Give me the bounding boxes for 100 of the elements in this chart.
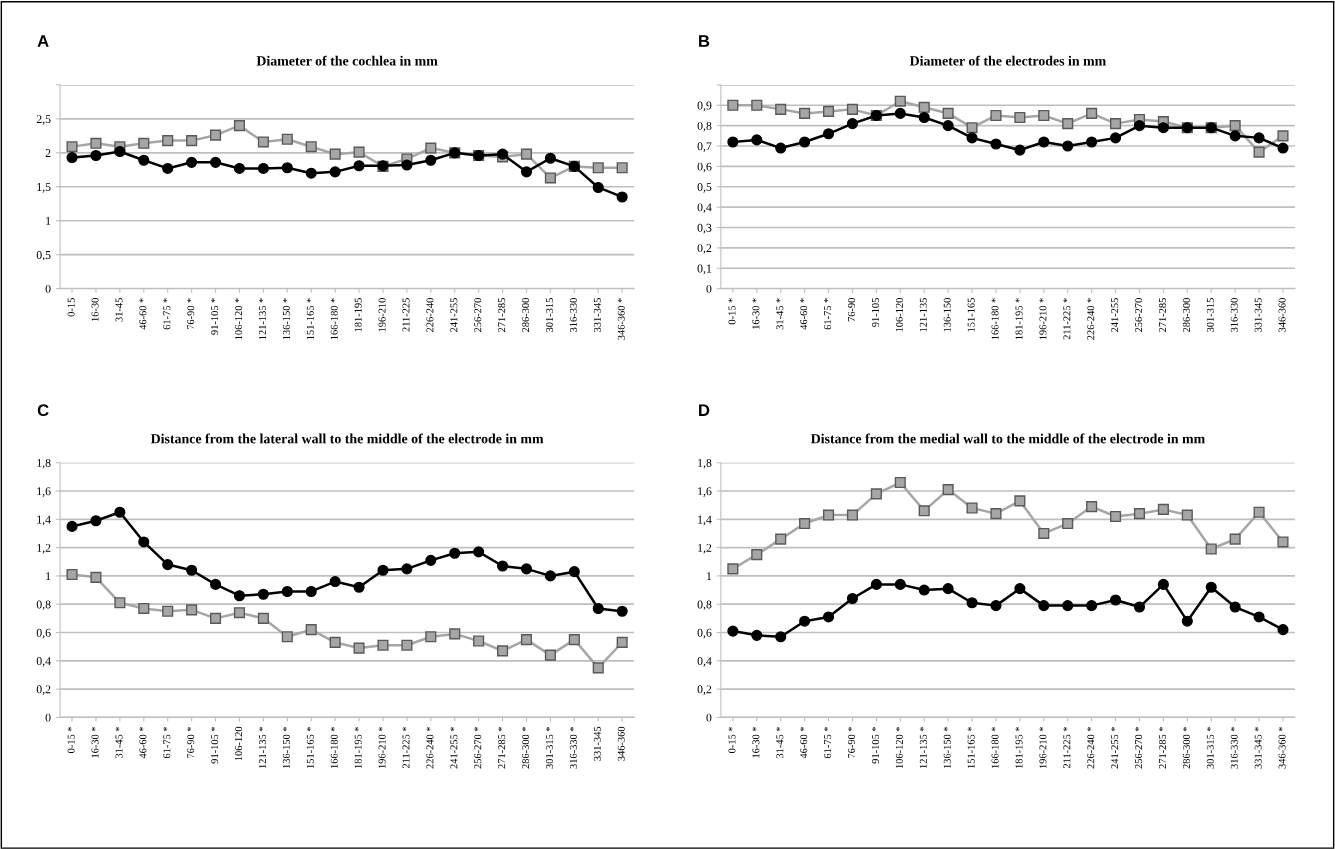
x-tick-label: 106-120	[895, 298, 903, 332]
x-tick-label: 181-195	[354, 298, 362, 332]
y-tick-label: 0,7	[697, 142, 712, 152]
y-tick-label: 0	[45, 713, 51, 722]
x-tick-label: 256-270	[1135, 298, 1143, 332]
x-tick-label: 121-135 *	[258, 298, 266, 340]
x-tick-label: 76-90 *	[848, 726, 856, 758]
x-tick-label: 76-90 *	[187, 298, 195, 330]
y-tick-label: 0	[706, 713, 712, 722]
x-tick-label: 76-90 *	[187, 726, 195, 758]
x-tick-label: 301-315	[545, 298, 554, 332]
x-tick-label: 16-30	[91, 298, 99, 322]
x-tick-label: 46-60 *	[800, 298, 808, 330]
y-tick-label: 1	[46, 572, 51, 580]
x-tick-label: 331-345	[593, 726, 601, 761]
x-tick-label: 196-210 *	[1039, 726, 1047, 769]
text: D	[699, 404, 710, 416]
x-tick-label: 331-345	[593, 298, 601, 332]
x-tick-label: 346-360	[1278, 298, 1286, 332]
x-tick-label: 256-270 *	[474, 726, 482, 769]
y-tick-label: 0,6	[697, 162, 712, 173]
x-tick-label: 0-15 *	[728, 726, 736, 753]
x-tick-label: 16-30 *	[91, 726, 99, 758]
x-tick-label: 301-315 *	[1206, 726, 1214, 769]
x-tick-label: 286-300 *	[1182, 726, 1190, 769]
x-tick-label: 0-15 *	[728, 298, 736, 325]
x-tick-label: 211-225 *	[402, 726, 410, 769]
x-tick-label: 61-75 *	[824, 298, 832, 330]
y-tick-label: 1,2	[37, 543, 51, 554]
x-tick-label: 196-210 *	[378, 726, 386, 769]
y-tick-label: 0,8	[697, 600, 712, 611]
y-tick-label: 0,3	[697, 223, 712, 234]
x-tick-label: 106-120 *	[895, 726, 903, 769]
x-tick-label: 286-300	[1182, 298, 1190, 332]
x-tick-label: 121-135 *	[258, 726, 266, 769]
text: A	[37, 35, 49, 47]
x-tick-label: 241-255 *	[450, 726, 458, 769]
chart-title: Diameter of the cochlea in mm	[256, 55, 438, 66]
y-tick-label: 1,8	[37, 458, 51, 469]
y-tick-label: 1,5	[37, 183, 51, 193]
y-tick-label: 0,4	[697, 657, 712, 667]
y-tick-label: 0,2	[697, 685, 712, 696]
x-tick-label: 0-15 *	[67, 726, 75, 753]
x-tick-label: 61-75 *	[163, 298, 171, 330]
x-tick-label: 166-180 *	[991, 298, 999, 340]
y-tick-label: 0,8	[697, 121, 712, 132]
x-tick-label: 286-300	[522, 298, 530, 332]
x-tick-label: 226-240 *	[1087, 726, 1095, 769]
x-tick-label: 271-285	[498, 298, 506, 332]
x-tick-label: 331-345	[1254, 298, 1262, 332]
y-tick-label: 0,6	[36, 628, 51, 639]
x-tick-label: 316-330 *	[1230, 726, 1238, 769]
y-tick-label: 2,5	[36, 115, 51, 125]
x-tick-label: 136-150	[943, 298, 951, 332]
x-tick-label: 271-285 *	[498, 726, 506, 769]
y-tick-label: 1,4	[698, 515, 712, 526]
x-tick-label: 151-165 *	[967, 726, 975, 769]
x-tick-label: 0-15	[67, 298, 75, 317]
x-tick-label: 211-225	[402, 298, 410, 332]
x-tick-label: 316-330 *	[569, 726, 577, 769]
x-tick-label: 106-120 *	[235, 298, 243, 340]
x-tick-label: 31-45	[115, 298, 123, 322]
chart-title: Diameter of the electrodes in mm	[909, 55, 1106, 66]
x-tick-label: 301-315	[1206, 298, 1214, 332]
y-tick-label: 1,2	[698, 543, 712, 554]
x-tick-label: 76-90	[848, 298, 856, 322]
y-tick-label: 0	[45, 284, 51, 293]
x-tick-label: 61-75 *	[163, 726, 171, 759]
y-tick-label: 1	[46, 217, 51, 225]
x-tick-label: 91-105 *	[211, 726, 219, 764]
y-tick-label: 0,4	[36, 657, 51, 667]
x-tick-label: 301-315 *	[545, 726, 554, 769]
x-tick-label: 166-180 *	[991, 726, 999, 769]
x-tick-label: 286-300 *	[522, 726, 530, 769]
y-tick-label: 1	[707, 572, 712, 580]
x-tick-label: 211-225 *	[1063, 298, 1071, 340]
y-tick-label: 0,5	[36, 250, 51, 261]
x-tick-label: 271-285 *	[1158, 726, 1166, 769]
y-tick-label: 0,2	[36, 685, 51, 696]
x-tick-label: 31-45 *	[776, 298, 784, 330]
chart-title: Distance from the medial wall to the middle of the electrode in mm	[810, 433, 1205, 444]
x-tick-label: 226-240	[426, 298, 434, 332]
y-tick-label: 0	[706, 284, 712, 293]
x-tick-label: 181-195 *	[354, 726, 362, 769]
x-tick-label: 331-345 *	[1254, 726, 1262, 769]
x-tick-label: 181-195 *	[1015, 298, 1023, 340]
x-tick-label: 316-330	[569, 298, 577, 332]
x-tick-label: 46-60 *	[800, 726, 808, 759]
x-tick-label: 151-165 *	[306, 298, 314, 340]
x-tick-label: 226-240 *	[426, 726, 434, 769]
x-tick-label: 151-165 *	[306, 726, 314, 769]
x-tick-label: 91-105 *	[211, 298, 219, 335]
x-tick-label: 46-60 *	[139, 726, 147, 759]
x-tick-label: 136-150 *	[943, 726, 951, 769]
x-tick-label: 346-360 *	[617, 298, 625, 340]
y-tick-label: 1,4	[37, 515, 51, 526]
x-tick-label: 196-210 *	[1039, 298, 1047, 340]
x-tick-label: 91-105	[871, 298, 879, 327]
x-tick-label: 166-180 *	[330, 298, 338, 340]
x-tick-label: 346-360	[617, 726, 625, 761]
